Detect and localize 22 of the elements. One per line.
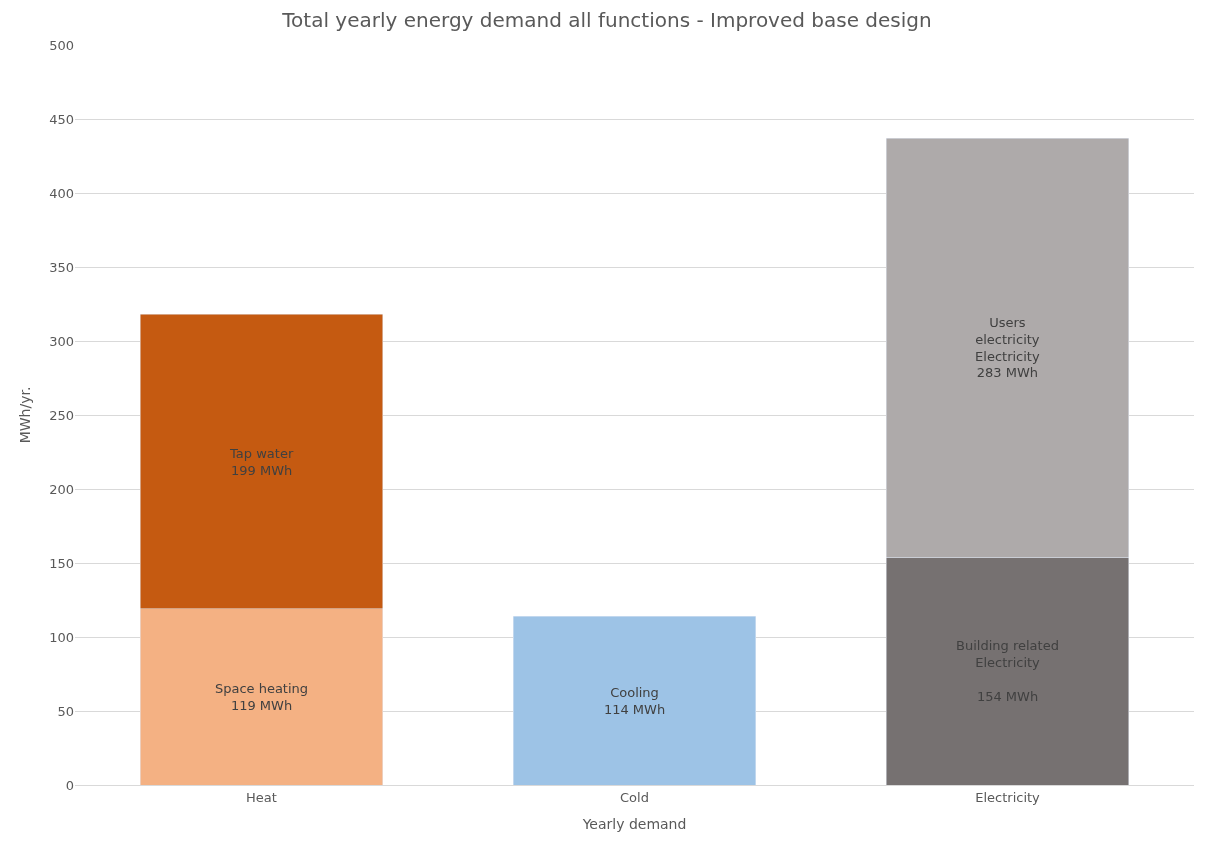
- bar: [513, 616, 756, 785]
- y-axis-title: MWh/yr.: [16, 386, 33, 444]
- y-tick-label: 200: [49, 481, 74, 497]
- y-tick-label: 350: [49, 259, 74, 275]
- y-tick-label: 500: [49, 37, 74, 53]
- y-tick-label: 0: [65, 777, 74, 793]
- x-tick-label: Electricity: [975, 789, 1041, 805]
- x-tick-label: Heat: [246, 789, 277, 805]
- x-axis-title: Yearly demand: [581, 815, 687, 832]
- y-tick-label: 150: [49, 555, 74, 571]
- data-label: Tap water 199 MWh: [229, 445, 294, 478]
- data-label: Space heating 119 MWh: [214, 680, 309, 713]
- data-label: Cooling 114 MWh: [603, 684, 666, 717]
- y-tick-label: 50: [57, 703, 74, 719]
- chart-title: Total yearly energy demand all functions - Improved base design: [281, 7, 932, 32]
- y-tick-label: 400: [49, 185, 74, 201]
- x-tick-label: Cold: [620, 789, 649, 805]
- y-tick-label: 300: [49, 333, 74, 349]
- y-tick-label: 250: [49, 407, 74, 423]
- data-label: Users electricity Electricity 283 MWh: [975, 314, 1040, 381]
- y-tick-label: 450: [49, 111, 74, 127]
- y-tick-label: 100: [49, 629, 74, 645]
